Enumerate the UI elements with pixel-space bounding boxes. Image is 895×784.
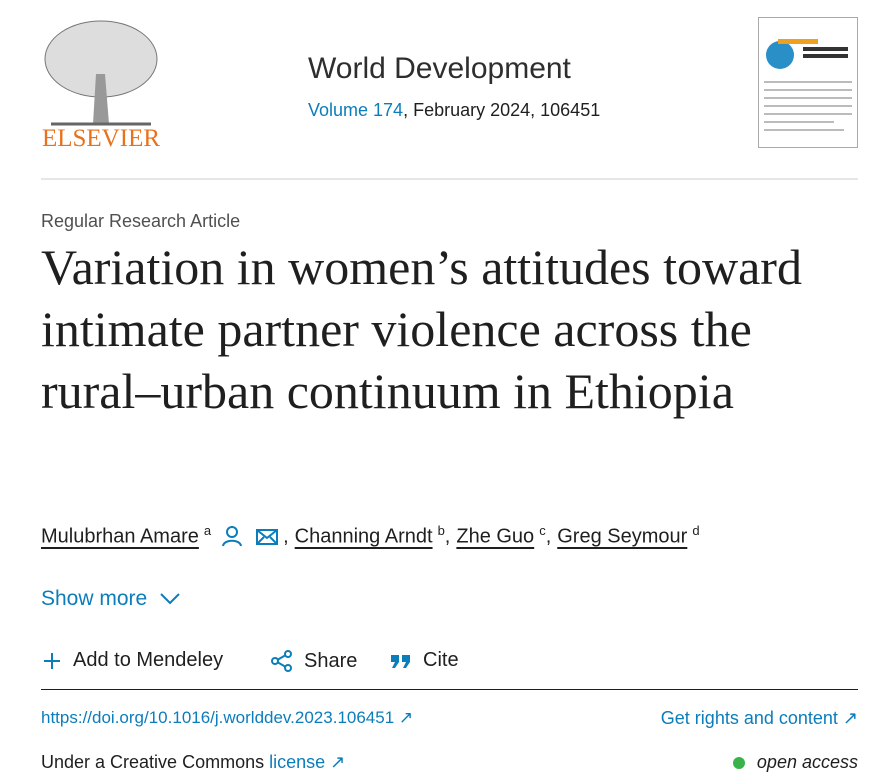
author-affiliation[interactable]: d xyxy=(692,523,700,538)
action-label: Cite xyxy=(423,649,459,671)
author-affiliation[interactable]: c xyxy=(539,523,546,538)
volume-link[interactable]: Volume 174 xyxy=(308,100,404,120)
chevron-icon xyxy=(160,593,180,605)
mendeley-button[interactable]: Add to Mendeley xyxy=(41,649,223,672)
author-name[interactable]: Greg Seymour xyxy=(557,525,688,548)
journal-issue: Volume 174, February 2024, 106451 xyxy=(308,100,600,121)
author-name[interactable]: Mulubrhan Amare xyxy=(41,525,199,548)
author: Mulubrhan Amare a, xyxy=(41,523,289,549)
show-more[interactable]: Show more xyxy=(41,587,181,611)
author-separator: , xyxy=(283,525,289,548)
journal-title[interactable]: World Development xyxy=(308,52,571,85)
open-access-dot xyxy=(732,756,745,769)
share-button[interactable]: Share xyxy=(270,649,357,673)
license-text: license xyxy=(269,752,326,772)
author-separator: , xyxy=(444,525,451,548)
license-link[interactable]: license ↗ xyxy=(269,752,346,772)
author: Greg Seymour d xyxy=(557,523,699,549)
rights-link[interactable]: Get rights and content ↗ xyxy=(660,708,858,728)
author: Zhe Guo c, xyxy=(456,523,551,549)
author: Channing Arndt b, xyxy=(295,523,451,549)
action-label: Share xyxy=(304,649,358,672)
license-prefix: Under a Creative Commons xyxy=(41,752,265,772)
license-line: Under a Creative Commons license ↗ xyxy=(41,752,345,773)
quote-icon xyxy=(391,654,410,668)
author-list: Mulubrhan Amare a, Channing Arndt b, Zhe Guo… xyxy=(41,523,706,549)
cite-button[interactable]: Cite xyxy=(389,649,459,672)
action-label: Add to Mendeley xyxy=(73,649,224,671)
journal-cover[interactable] xyxy=(758,17,858,148)
open-access: open access xyxy=(732,752,858,773)
author-icons[interactable] xyxy=(221,525,283,547)
doi-text: https://doi.org/10.1016/j.worlddev.2023.… xyxy=(41,708,395,727)
elsevier-logo: ELSEVIER xyxy=(42,20,160,152)
publisher-name: ELSEVIER xyxy=(42,125,160,152)
author-affiliation[interactable]: b xyxy=(437,523,445,538)
actions-rule xyxy=(41,689,858,690)
share-icon xyxy=(271,650,292,672)
author-separator: , xyxy=(545,525,552,548)
author-name[interactable]: Channing Arndt xyxy=(294,525,433,548)
header-rule xyxy=(41,178,858,180)
issue-details: , February 2024, 106451 xyxy=(403,100,601,120)
article-type: Regular Research Article xyxy=(41,211,241,231)
doi-link[interactable]: https://doi.org/10.1016/j.worlddev.2023.… xyxy=(41,708,414,727)
rights-text: Get rights and content xyxy=(660,708,838,728)
article-title: Variation in women’s attitudes toward in… xyxy=(41,239,802,419)
author-affiliation[interactable]: a xyxy=(203,523,212,538)
open-access-label: open access xyxy=(756,752,858,772)
author-name[interactable]: Zhe Guo xyxy=(456,525,535,548)
plus-icon xyxy=(44,652,60,669)
show-more-label: Show more xyxy=(41,587,148,610)
